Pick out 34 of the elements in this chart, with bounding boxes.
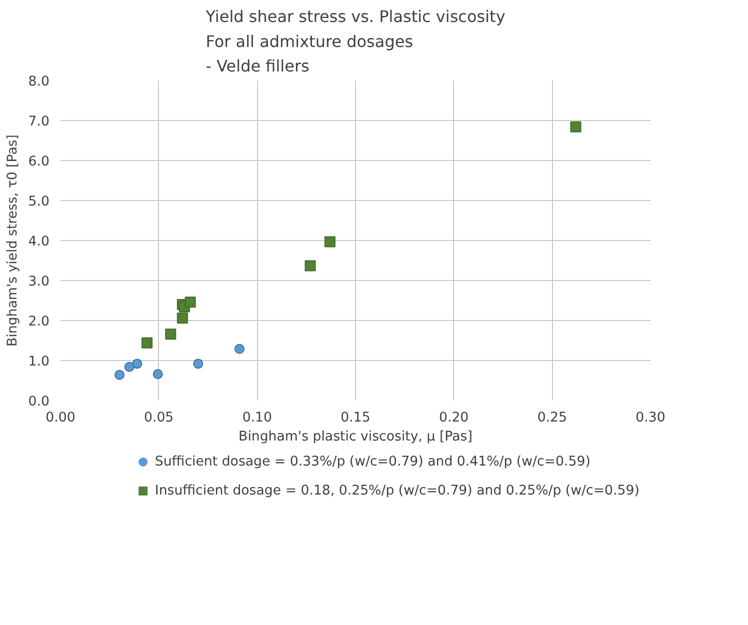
point: [165, 328, 176, 340]
legend-label: Sufficient dosage = 0.33%/p (w/c=0.79) and 0.41%/p (w/c=0.59): [154, 454, 590, 470]
point: [132, 358, 142, 369]
point: [193, 358, 204, 369]
point: [234, 344, 244, 354]
point: [142, 337, 153, 348]
y-tick-label: 5.0: [28, 194, 50, 210]
y-tick-label: 3.0: [28, 274, 50, 290]
x-tick-label: 0.15: [340, 410, 370, 426]
x-tick-label: 0.00: [46, 410, 76, 426]
point: [114, 370, 124, 380]
point: [184, 296, 196, 308]
y-tick-label: 1.0: [28, 354, 50, 370]
point: [570, 121, 582, 132]
x-tick-label: 0.05: [144, 410, 174, 426]
y-axis-title: Bingham's yield stress, τ0 [Pas]: [5, 134, 20, 346]
y-tick-label: 7.0: [28, 114, 50, 130]
y-tick-label: 6.0: [28, 154, 50, 170]
point: [152, 369, 163, 380]
x-tick-label: 0.25: [537, 410, 568, 426]
x-axis-title: Bingham's plastic viscosity, μ [Pas]: [238, 430, 472, 444]
y-tick-label: 8.0: [28, 74, 50, 90]
x-tick-label: 0.20: [438, 410, 469, 426]
x-tick-label: 0.10: [242, 410, 272, 426]
point: [176, 312, 188, 324]
y-tick-label: 0.0: [28, 394, 50, 410]
y-tick-label: 2.0: [28, 314, 50, 330]
point: [124, 362, 134, 372]
legend-label: Insufficient dosage = 0.18, 0.25%/p (w/c=0.79) and 0.25%/p (w/c=0.59): [154, 484, 640, 498]
point: [324, 236, 336, 248]
chart-title: Yield shear stress vs. Plastic viscosity For all admixture dosages - Velde fillers: [204, 7, 506, 76]
x-tick-label: 0.30: [636, 410, 666, 426]
point: [304, 260, 316, 272]
y-tick-label: 4.0: [28, 234, 50, 250]
